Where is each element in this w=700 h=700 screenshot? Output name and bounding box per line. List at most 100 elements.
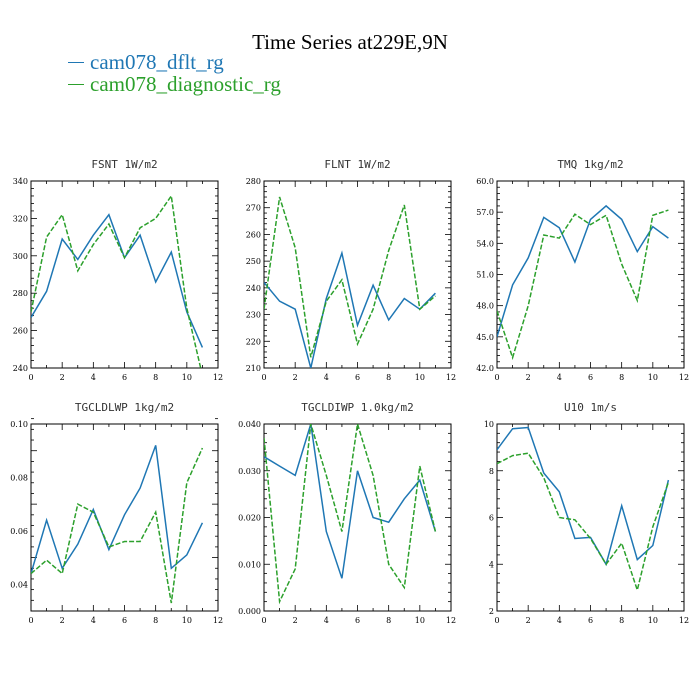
series-line-dflt bbox=[497, 204, 669, 338]
series-line-dflt bbox=[497, 426, 670, 567]
panel-title: FLNT 1W/m2 bbox=[324, 158, 390, 171]
x-tick-label: 4 bbox=[557, 373, 562, 382]
x-tick-label: 8 bbox=[619, 616, 624, 625]
x-tick-label: 10 bbox=[648, 616, 658, 625]
plot-frame bbox=[30, 180, 219, 369]
x-tick-label: 12 bbox=[679, 616, 689, 625]
y-tick-label: 240 bbox=[246, 284, 261, 293]
series-line-diagnostic bbox=[31, 447, 204, 604]
x-tick-label: 12 bbox=[213, 616, 223, 625]
plot-frame bbox=[263, 423, 452, 612]
x-tick-label: 12 bbox=[213, 373, 223, 382]
y-tick-label: 270 bbox=[246, 204, 261, 213]
x-tick-label: 2 bbox=[60, 616, 65, 625]
y-tick-label: 220 bbox=[246, 337, 261, 346]
panel-0: FSNT 1W/m2 0 2 4 6 8 10 12 240 260 280 300 320 340 bbox=[13, 158, 223, 382]
x-tick-label: 2 bbox=[526, 373, 531, 382]
y-tick-label: 280 bbox=[13, 289, 28, 298]
legend-entry-diagnostic: cam078_diagnostic_rg bbox=[68, 72, 281, 97]
panel-title: TGCLDIWP 1.0kg/m2 bbox=[301, 401, 414, 414]
x-tick-label: 10 bbox=[415, 373, 425, 382]
series-line-diagnostic bbox=[497, 452, 670, 593]
y-tick-label: 51.0 bbox=[476, 271, 494, 280]
y-tick-label: 57.0 bbox=[476, 208, 494, 217]
x-tick-label: 6 bbox=[122, 373, 127, 382]
x-tick-label: 4 bbox=[91, 616, 96, 625]
y-tick-label: 250 bbox=[246, 257, 261, 266]
y-tick-label: 0.020 bbox=[238, 514, 261, 523]
y-tick-label: 10 bbox=[484, 420, 494, 429]
x-tick-label: 8 bbox=[153, 616, 158, 625]
y-tick-label: 0.010 bbox=[238, 560, 261, 569]
series-line-diagnostic bbox=[31, 193, 202, 368]
y-tick-label: 260 bbox=[246, 230, 261, 239]
x-tick-label: 2 bbox=[293, 373, 298, 382]
series-line-dflt bbox=[264, 424, 437, 579]
y-tick-label: 260 bbox=[13, 327, 28, 336]
x-tick-label: 8 bbox=[153, 373, 158, 382]
y-tick-label: 0.000 bbox=[238, 607, 261, 616]
panel-title: TMQ 1kg/m2 bbox=[557, 158, 623, 171]
x-tick-label: 0 bbox=[261, 616, 266, 625]
y-tick-label: 210 bbox=[246, 364, 261, 373]
series-line-diagnostic bbox=[264, 196, 436, 358]
panel-title: FSNT 1W/m2 bbox=[91, 158, 157, 171]
x-tick-label: 0 bbox=[494, 616, 499, 625]
y-tick-label: 42.0 bbox=[476, 364, 494, 373]
y-tick-label: 0.10 bbox=[10, 420, 28, 429]
x-tick-label: 10 bbox=[182, 373, 192, 382]
x-tick-label: 6 bbox=[355, 373, 360, 382]
x-tick-label: 4 bbox=[91, 373, 96, 382]
y-tick-label: 45.0 bbox=[476, 333, 494, 342]
legend-swatch-diagnostic bbox=[68, 83, 84, 85]
x-tick-label: 2 bbox=[60, 373, 65, 382]
legend-entry-dflt: cam078_dflt_rg bbox=[68, 50, 224, 75]
x-tick-label: 6 bbox=[122, 616, 127, 625]
panel-title: U10 1m/s bbox=[564, 401, 617, 414]
panel-2: TMQ 1kg/m2 0 2 4 6 8 10 12 42.0 45.0 48.0 51.0 54.0 5… bbox=[476, 158, 689, 382]
y-tick-label: 48.0 bbox=[476, 302, 494, 311]
x-tick-label: 4 bbox=[324, 616, 329, 625]
y-tick-label: 0.04 bbox=[10, 580, 28, 589]
y-tick-label: 320 bbox=[13, 214, 28, 223]
y-tick-label: 8 bbox=[489, 467, 494, 476]
x-tick-label: 4 bbox=[324, 373, 329, 382]
x-tick-label: 6 bbox=[588, 616, 593, 625]
legend-label-dflt: cam078_dflt_rg bbox=[90, 50, 224, 74]
x-tick-label: 0 bbox=[28, 616, 33, 625]
x-tick-label: 10 bbox=[648, 373, 658, 382]
panel-4: TGCLDIWP 1.0kg/m2 0 2 4 6 8 10 12 0.000 0.010 0.02… bbox=[238, 401, 456, 625]
plot-frame bbox=[263, 180, 452, 369]
x-tick-label: 10 bbox=[182, 616, 192, 625]
y-tick-label: 0.06 bbox=[10, 527, 28, 536]
x-tick-label: 0 bbox=[494, 373, 499, 382]
y-tick-label: 2 bbox=[489, 607, 494, 616]
y-tick-label: 60.0 bbox=[476, 177, 494, 186]
series-line-dflt bbox=[31, 445, 204, 574]
x-tick-label: 8 bbox=[386, 373, 391, 382]
x-tick-label: 8 bbox=[386, 616, 391, 625]
panel-3: TGCLDLWP 1kg/m2 0 2 4 6 8 10 12 0.04 0.06 0.08 0.10 bbox=[10, 401, 223, 625]
x-tick-label: 4 bbox=[557, 616, 562, 625]
x-tick-label: 2 bbox=[293, 616, 298, 625]
panel-1: FLNT 1W/m2 0 2 4 6 8 10 12 210 220 230 240 250 260 270… bbox=[246, 158, 456, 382]
y-tick-label: 0.08 bbox=[10, 473, 28, 482]
y-tick-label: 6 bbox=[489, 514, 494, 523]
y-tick-label: 300 bbox=[13, 252, 28, 261]
x-tick-label: 12 bbox=[446, 373, 456, 382]
series-line-dflt bbox=[264, 250, 436, 368]
y-tick-label: 54.0 bbox=[476, 239, 494, 248]
x-tick-label: 6 bbox=[588, 373, 593, 382]
plot-frame bbox=[30, 423, 219, 612]
x-tick-label: 12 bbox=[679, 373, 689, 382]
series-line-dflt bbox=[31, 213, 204, 348]
x-tick-label: 6 bbox=[355, 616, 360, 625]
plot-frame bbox=[496, 180, 685, 369]
y-tick-label: 240 bbox=[13, 364, 28, 373]
x-tick-label: 12 bbox=[446, 616, 456, 625]
x-tick-label: 10 bbox=[415, 616, 425, 625]
x-tick-label: 8 bbox=[619, 373, 624, 382]
y-tick-label: 4 bbox=[489, 560, 494, 569]
